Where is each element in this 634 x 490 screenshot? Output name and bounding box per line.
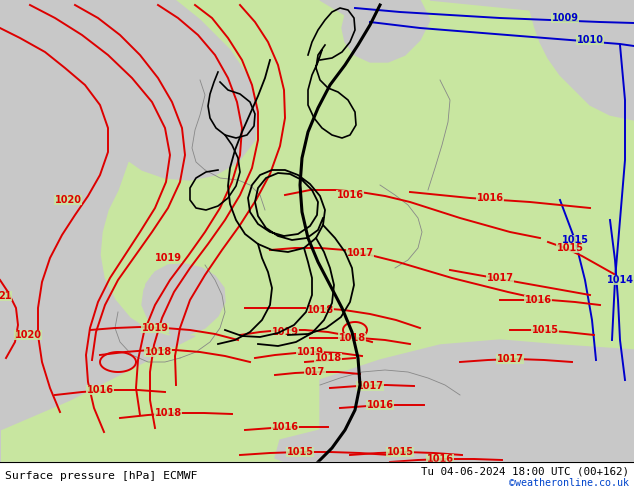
Text: 1016: 1016 xyxy=(337,190,363,200)
Text: 1020: 1020 xyxy=(55,195,82,205)
Polygon shape xyxy=(320,340,634,490)
Text: 1016: 1016 xyxy=(86,385,113,395)
Text: 1019: 1019 xyxy=(155,253,181,263)
Text: 1019: 1019 xyxy=(297,347,323,357)
Text: 1015: 1015 xyxy=(531,325,559,335)
Text: 1016: 1016 xyxy=(474,467,501,477)
Text: 1016: 1016 xyxy=(366,400,394,410)
Text: 1015: 1015 xyxy=(562,235,588,245)
Text: 1015: 1015 xyxy=(387,447,413,457)
Text: 1018: 1018 xyxy=(339,333,366,343)
Polygon shape xyxy=(0,0,258,490)
Polygon shape xyxy=(320,0,430,62)
Text: 1018: 1018 xyxy=(145,347,172,357)
Text: 1016: 1016 xyxy=(477,193,503,203)
Text: Tu 04-06-2024 18:00 UTC (00+162): Tu 04-06-2024 18:00 UTC (00+162) xyxy=(421,466,629,476)
Text: 1017: 1017 xyxy=(347,248,373,258)
Text: 1016: 1016 xyxy=(427,454,453,464)
Text: 1016: 1016 xyxy=(571,467,598,477)
Text: 1015: 1015 xyxy=(557,243,583,253)
Polygon shape xyxy=(86,128,135,163)
Text: Surface pressure [hPa] ECMWF: Surface pressure [hPa] ECMWF xyxy=(5,471,198,481)
Text: ©weatheronline.co.uk: ©weatheronline.co.uk xyxy=(509,478,629,488)
Text: 1019: 1019 xyxy=(271,327,299,337)
Text: 017: 017 xyxy=(305,367,325,377)
Text: 1009: 1009 xyxy=(552,13,578,23)
Text: 1014: 1014 xyxy=(607,275,633,285)
Text: 1010: 1010 xyxy=(576,35,604,45)
Text: 1017: 1017 xyxy=(356,381,384,391)
Text: 21: 21 xyxy=(0,291,12,301)
Text: 1018: 1018 xyxy=(306,305,333,315)
Text: 1016: 1016 xyxy=(524,295,552,305)
Bar xyxy=(0,462,634,490)
Text: 1015: 1015 xyxy=(287,447,313,457)
Polygon shape xyxy=(430,0,634,120)
Text: 1018: 1018 xyxy=(314,353,342,363)
Text: 1017: 1017 xyxy=(496,354,524,364)
Text: 1016: 1016 xyxy=(271,422,299,432)
Text: 1020: 1020 xyxy=(15,330,41,340)
Text: 1019: 1019 xyxy=(141,323,169,333)
Polygon shape xyxy=(275,430,390,470)
Text: 1018: 1018 xyxy=(155,408,181,418)
Text: 1017: 1017 xyxy=(486,273,514,283)
